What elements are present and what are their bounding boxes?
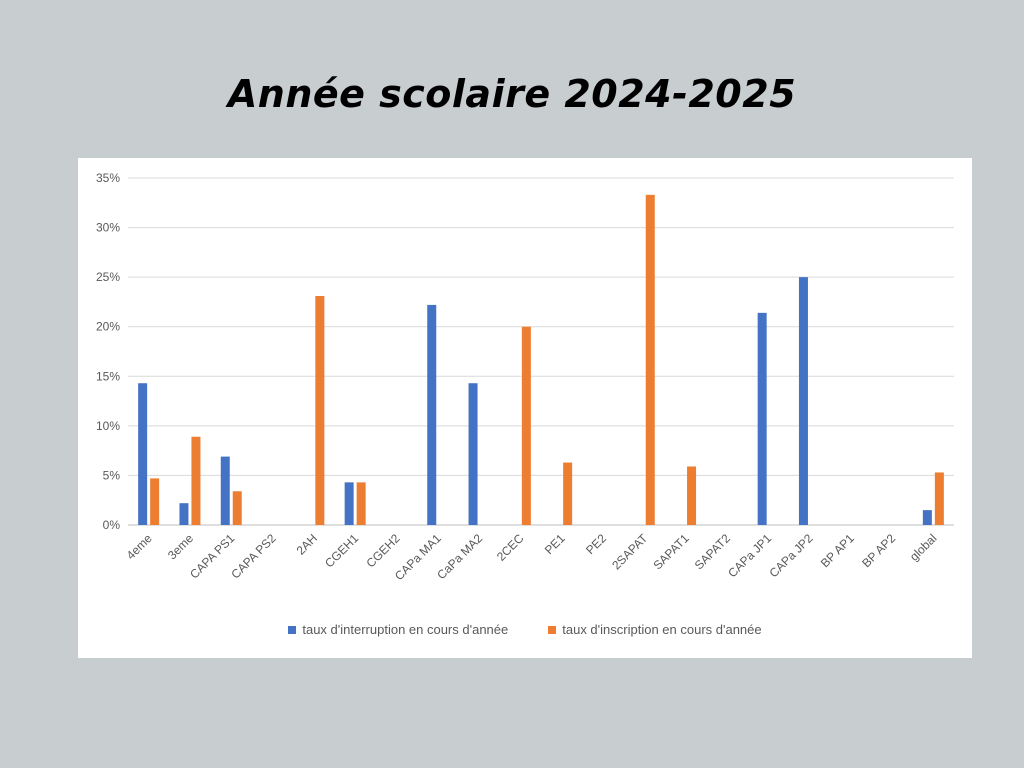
x-tick-label: 4eme xyxy=(124,531,155,562)
bar-inscription xyxy=(232,491,242,525)
bar-interruption xyxy=(220,456,230,525)
y-tick-label: 25% xyxy=(96,270,120,284)
slide-title: Année scolaire 2024-2025 xyxy=(227,72,797,116)
x-tick-label: CAPa JP1 xyxy=(725,531,774,580)
x-tick-label: BP AP2 xyxy=(859,531,898,570)
y-tick-label: 5% xyxy=(103,468,121,482)
x-tick-label: 3eme xyxy=(165,531,196,562)
bar-inscription xyxy=(934,472,944,525)
y-axis-tick-labels: 0% 5% 10% 15% 20% 25% 30% 35% xyxy=(96,171,120,532)
x-tick-label: SAPAT2 xyxy=(692,531,733,572)
legend-label-inscription: taux d'inscription en cours d'année xyxy=(562,622,762,637)
bars xyxy=(138,194,944,525)
y-tick-label: 15% xyxy=(96,369,120,383)
bar-interruption xyxy=(922,510,932,525)
bar-inscription xyxy=(687,466,697,525)
bar-interruption xyxy=(427,304,437,525)
legend-item-inscription: taux d'inscription en cours d'année xyxy=(548,622,762,637)
y-tick-label: 20% xyxy=(96,320,120,334)
y-tick-label: 10% xyxy=(96,419,120,433)
chart-panel: 0% 5% 10% 15% 20% 25% 30% 35% 4eme 3eme CAPA PS1 C… xyxy=(78,158,972,658)
x-tick-label: PE2 xyxy=(583,531,609,557)
x-tick-label: global xyxy=(907,531,940,564)
bar-interruption xyxy=(757,312,767,525)
legend-swatch-inscription xyxy=(548,625,557,634)
x-tick-label: CGEH1 xyxy=(322,531,361,570)
bar-inscription xyxy=(150,478,160,525)
x-tick-label: 2AH xyxy=(294,531,320,557)
bar-interruption xyxy=(344,482,354,525)
x-tick-label: SAPAT1 xyxy=(650,531,691,572)
bar-inscription xyxy=(315,295,325,525)
legend-item-interruption: taux d'interruption en cours d'année xyxy=(288,622,508,637)
y-tick-label: 0% xyxy=(103,518,121,532)
bar-interruption xyxy=(468,383,478,525)
x-tick-label: BP AP1 xyxy=(818,531,857,570)
bar-interruption xyxy=(179,503,189,525)
x-tick-label: CAPa JP2 xyxy=(767,531,816,580)
x-tick-label: 2SAPAT xyxy=(609,531,651,573)
y-tick-label: 35% xyxy=(96,171,120,185)
x-tick-label: CAPA PS2 xyxy=(228,531,279,582)
x-tick-label: PE1 xyxy=(542,531,568,557)
legend-swatch-interruption xyxy=(288,625,297,634)
bar-inscription xyxy=(563,462,573,525)
bar-inscription xyxy=(521,326,531,525)
bar-interruption xyxy=(798,277,808,525)
chart-legend: taux d'interruption en cours d'année tau… xyxy=(78,622,972,637)
x-tick-label: CGEH2 xyxy=(363,531,402,570)
bar-inscription xyxy=(356,482,366,525)
grid-lines xyxy=(128,177,954,526)
legend-label-interruption: taux d'interruption en cours d'année xyxy=(302,622,509,637)
x-tick-label: CaPa MA2 xyxy=(434,531,485,582)
bar-inscription xyxy=(191,436,201,525)
bar-interruption xyxy=(138,383,148,525)
y-tick-label: 30% xyxy=(96,221,120,235)
x-tick-label: 2CEC xyxy=(494,531,527,564)
bar-inscription xyxy=(645,194,655,525)
